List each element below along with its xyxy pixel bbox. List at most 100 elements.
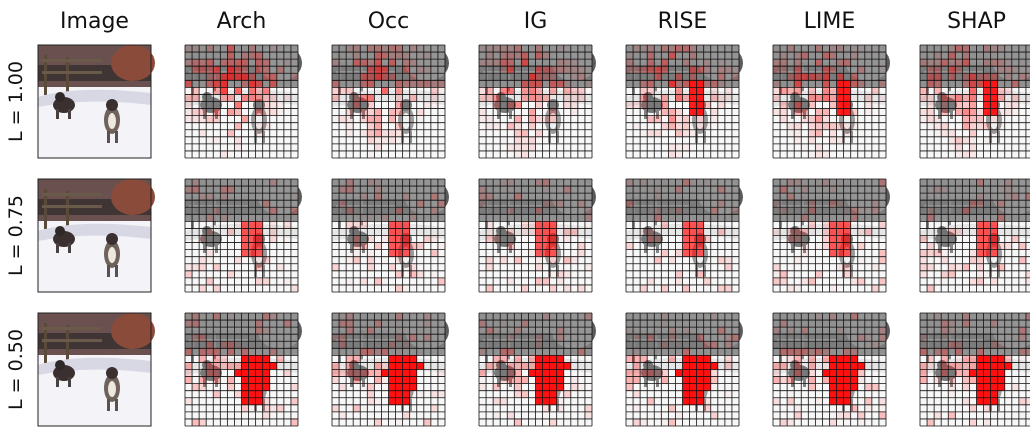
heat-cell: [206, 348, 213, 355]
heat-cell: [571, 377, 578, 384]
heat-cell: [711, 214, 718, 221]
heat-cell: [984, 250, 991, 257]
heat-cell: [969, 151, 976, 158]
heat-cell: [654, 186, 661, 193]
heat-cell: [690, 73, 697, 80]
heat-cell: [683, 327, 690, 334]
heat-cell: [647, 398, 654, 405]
heat-cell: [550, 66, 557, 73]
heat-cell: [633, 377, 640, 384]
heat-cell: [199, 419, 206, 426]
heat-cell: [955, 102, 962, 109]
heat-cell: [381, 66, 388, 73]
heat-cell: [844, 384, 851, 391]
heat-cell: [185, 80, 192, 87]
heat-cell: [690, 102, 697, 109]
heat-cell: [948, 412, 955, 419]
heat-cell: [585, 66, 592, 73]
heat-cell: [374, 144, 381, 151]
heat-cell: [668, 123, 675, 130]
heat-cell: [837, 94, 844, 101]
heat-cell: [220, 59, 227, 66]
heat-cell: [690, 130, 697, 137]
heat-cell: [780, 66, 787, 73]
heat-cell: [507, 179, 514, 186]
heat-cell: [633, 66, 640, 73]
heat-cell: [192, 66, 199, 73]
heat-cell: [192, 186, 199, 193]
heat-cell: [564, 45, 571, 52]
heat-cell: [199, 236, 206, 243]
heat-cell: [675, 109, 682, 116]
heat-cell: [536, 87, 543, 94]
heat-cell: [500, 137, 507, 144]
heat-cell: [270, 228, 277, 235]
heat-cell: [557, 405, 564, 412]
heat-cell: [704, 102, 711, 109]
heat-cell: [837, 370, 844, 377]
heat-cell: [683, 45, 690, 52]
heat-cell: [227, 109, 234, 116]
heat-cell: [403, 250, 410, 257]
heat-cell: [683, 250, 690, 257]
heat-cell: [704, 362, 711, 369]
heat-cell: [550, 87, 557, 94]
heat-cell: [844, 87, 851, 94]
heat-cell: [780, 207, 787, 214]
heat-cell: [396, 313, 403, 320]
heat-cell: [389, 45, 396, 52]
heat-cell: [977, 80, 984, 87]
heat-cell: [514, 123, 521, 130]
heat-cell: [704, 377, 711, 384]
heat-cell: [403, 243, 410, 250]
heat-cell: [431, 405, 438, 412]
heat-cell: [213, 377, 220, 384]
heat-cell: [844, 412, 851, 419]
heat-cell: [424, 320, 431, 327]
heat-cell: [815, 271, 822, 278]
heat-cell: [339, 384, 346, 391]
heat-cell: [227, 384, 234, 391]
heat-cell: [227, 271, 234, 278]
heat-cell: [801, 186, 808, 193]
heat-cell: [396, 80, 403, 87]
heat-cell: [249, 362, 256, 369]
heat-cell: [514, 257, 521, 264]
heat-cell: [206, 116, 213, 123]
heat-cell: [690, 355, 697, 362]
heat-cell: [941, 348, 948, 355]
heat-cell: [389, 391, 396, 398]
heat-cell: [396, 228, 403, 235]
heat-cell: [780, 116, 787, 123]
heat-cell: [991, 384, 998, 391]
heat-cell: [263, 398, 270, 405]
heat-cell: [199, 384, 206, 391]
heat-cell: [256, 59, 263, 66]
heat-cell: [998, 355, 1005, 362]
heat-cell: [927, 73, 934, 80]
heat-cell: [438, 200, 445, 207]
heat-cell: [773, 398, 780, 405]
heat-cell: [984, 109, 991, 116]
heat-cell: [256, 377, 263, 384]
heat-cell: [787, 285, 794, 292]
heat-cell: [962, 80, 969, 87]
heat-cell: [256, 370, 263, 377]
heat-cell: [403, 221, 410, 228]
heat-cell: [249, 228, 256, 235]
attribution-map: [479, 179, 596, 292]
heat-cell: [514, 228, 521, 235]
heat-cell: [206, 73, 213, 80]
heat-cell: [633, 419, 640, 426]
heat-cell: [683, 59, 690, 66]
heat-cell: [998, 109, 1005, 116]
heat-cell: [844, 123, 851, 130]
heat-cell: [858, 334, 865, 341]
heat-cell: [249, 405, 256, 412]
heat-cell: [536, 52, 543, 59]
heat-cell: [969, 73, 976, 80]
heat-cell: [822, 87, 829, 94]
heat-cell: [256, 327, 263, 334]
heat-cell: [977, 116, 984, 123]
heat-cell: [675, 45, 682, 52]
